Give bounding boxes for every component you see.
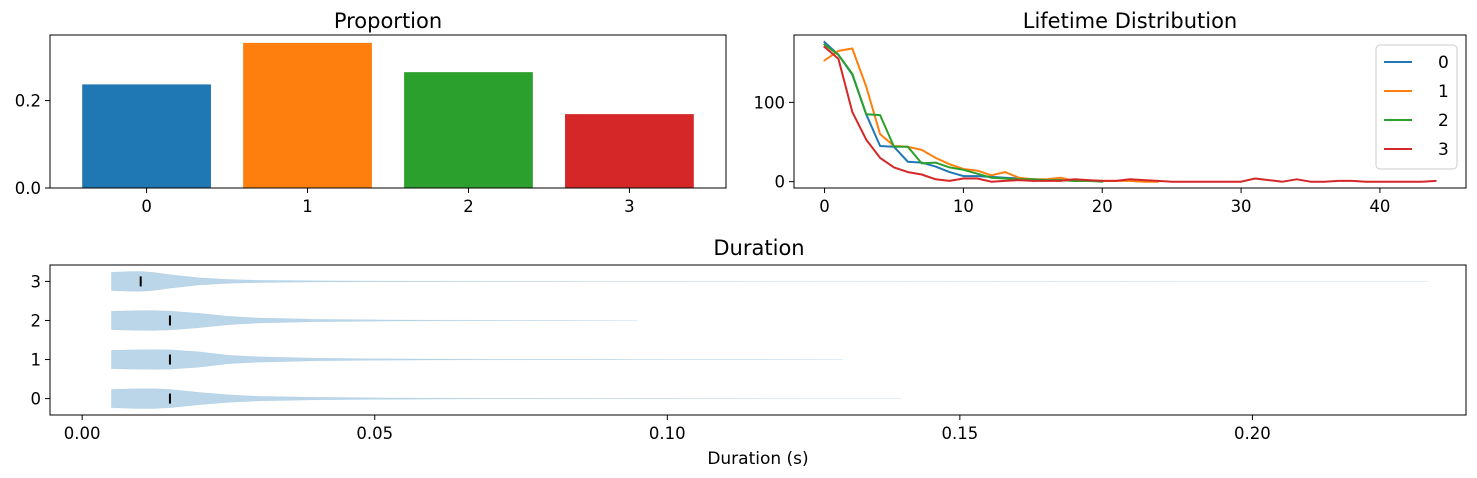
lifetime-ticks: 0 10 20 30 40 0 100 (754, 93, 1391, 216)
x-tick-label: 0 (819, 197, 830, 216)
violin-3 (111, 271, 1429, 292)
bar-0 (82, 84, 211, 188)
x-tick-label: 0.15 (941, 424, 978, 443)
proportion-axes-frame (49, 34, 727, 189)
x-tick-label: 0.20 (1234, 424, 1271, 443)
y-tick-label: 1 (31, 351, 42, 370)
x-tick-label: 0 (141, 197, 152, 216)
x-tick-label: 3 (624, 197, 635, 216)
legend-label-1: 1 (1438, 82, 1449, 102)
lifetime-axes-frame (793, 34, 1467, 189)
x-tick-label: 0.00 (64, 424, 101, 443)
proportion-title: Proportion (334, 9, 442, 33)
duration-axes-frame (49, 264, 1467, 416)
duration-panel: Duration 0.00 0.05 0.10 0.15 0.20 0 1 2 3 Durati… (31, 236, 1467, 469)
x-tick-label: 0.05 (356, 424, 393, 443)
y-tick-label: 0.2 (15, 92, 41, 111)
bar-1 (243, 42, 372, 188)
y-tick-label: 3 (31, 272, 42, 291)
bar-2 (404, 72, 533, 188)
legend-label-3: 3 (1438, 140, 1449, 160)
lifetime-panel: Lifetime Distribution 0 10 20 30 40 0 100 0 1 2 3 (754, 9, 1467, 216)
x-tick-label: 40 (1369, 197, 1390, 216)
y-tick-label: 0.0 (15, 179, 41, 198)
violin-0 (111, 388, 902, 409)
duration-xlabel: Duration (s) (707, 449, 808, 469)
lifetime-lines (823, 40, 1437, 183)
proportion-bars (82, 42, 694, 188)
proportion-ticks: 0 1 2 3 0.0 0.2 (15, 92, 635, 216)
duration-ticks: 0.00 0.05 0.10 0.15 0.20 0 1 2 3 (31, 272, 1271, 443)
duration-violins (111, 271, 1429, 409)
x-tick-label: 10 (953, 197, 974, 216)
x-tick-label: 20 (1092, 197, 1113, 216)
x-tick-label: 30 (1231, 197, 1252, 216)
lifetime-legend: 0 1 2 3 (1375, 44, 1458, 170)
duration-title: Duration (713, 236, 804, 260)
y-tick-label: 0 (31, 390, 42, 409)
lifetime-title: Lifetime Distribution (1023, 9, 1237, 33)
series-line-2 (823, 43, 1104, 183)
y-tick-label: 2 (31, 311, 42, 330)
x-tick-label: 1 (302, 197, 313, 216)
x-tick-label: 0.10 (649, 424, 686, 443)
bar-3 (565, 114, 694, 188)
legend-label-2: 2 (1438, 111, 1449, 131)
violin-1 (111, 349, 843, 370)
legend-box (1375, 44, 1458, 170)
violin-2 (111, 310, 639, 331)
y-tick-label: 0 (775, 173, 786, 192)
y-tick-label: 100 (754, 93, 786, 112)
series-line-3 (823, 45, 1437, 183)
x-tick-label: 2 (463, 197, 474, 216)
proportion-panel: Proportion 0 1 2 3 0.0 0.2 (15, 9, 727, 216)
legend-label-0: 0 (1438, 53, 1449, 73)
